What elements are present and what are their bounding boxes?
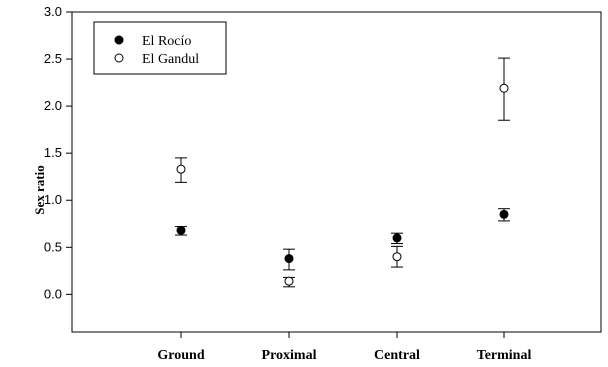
plot-border	[71, 11, 602, 333]
data-point	[392, 233, 402, 243]
y-tick-label: 2.0	[44, 98, 62, 113]
y-tick-label: 2.5	[44, 51, 62, 66]
x-axis-labels: Ground Proximal Central Terminal	[157, 332, 531, 363]
x-tick-label: Terminal	[477, 348, 532, 363]
y-tick-label: 0.5	[44, 239, 62, 254]
legend-box	[93, 21, 227, 75]
legend-marker	[114, 53, 124, 63]
y-axis-ticks: 0.0 0.5 1.0 1.5 2.0 2.5 3.0	[44, 4, 72, 301]
series-el-rocio	[175, 208, 510, 271]
data-point	[284, 254, 294, 264]
legend-label: El Rocío	[142, 34, 191, 49]
y-tick-label: 3.0	[44, 4, 62, 19]
series-el-gandul	[175, 57, 510, 288]
data-point	[284, 276, 294, 286]
legend: El Rocío El Gandul	[93, 21, 227, 75]
legend-marker	[114, 35, 124, 45]
x-tick-label: Central	[374, 348, 420, 363]
data-point	[176, 164, 186, 174]
legend-label: El Gandul	[142, 52, 199, 67]
data-point	[176, 225, 186, 235]
y-tick-label: 1.5	[44, 145, 62, 160]
data-point	[499, 209, 509, 219]
x-tick-label: Ground	[157, 348, 204, 363]
y-tick-label: 1.0	[44, 192, 62, 207]
data-point	[392, 252, 402, 262]
plot-frame	[71, 11, 602, 333]
y-tick-label: 0.0	[44, 286, 62, 301]
data-point	[499, 83, 509, 93]
data-marks	[175, 57, 510, 288]
y-axis-title: Sex ratio	[32, 165, 47, 214]
x-tick-label: Proximal	[262, 348, 317, 363]
